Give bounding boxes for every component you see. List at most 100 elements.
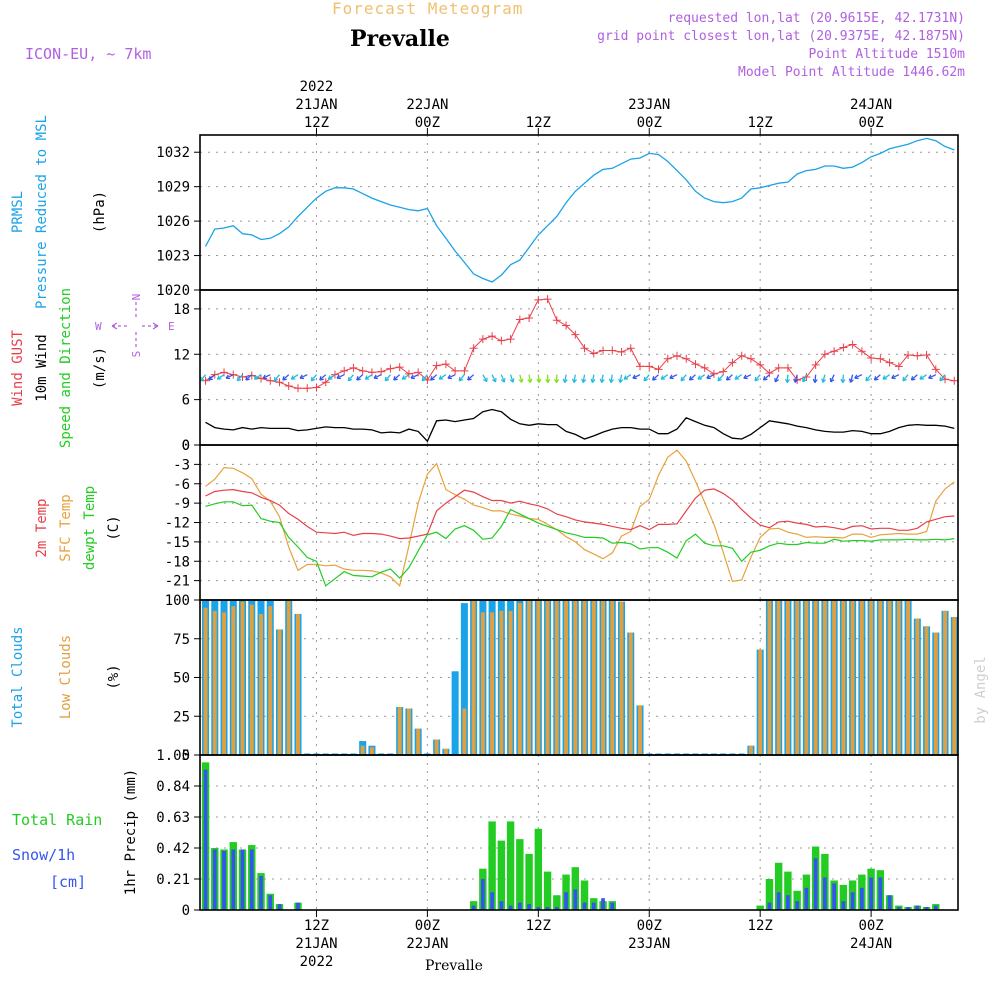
snow-bar xyxy=(924,907,929,910)
low-cloud-bar xyxy=(832,600,837,755)
gust-marker xyxy=(894,362,903,371)
gust-marker xyxy=(293,384,302,393)
wind-arrow xyxy=(643,374,650,382)
snow-bar xyxy=(860,887,864,910)
panel-frame xyxy=(199,134,959,291)
snow-bar xyxy=(564,892,568,910)
wind-arrow-head xyxy=(336,374,342,380)
time-year-top: 2022 xyxy=(300,79,334,95)
wind-arrow-head xyxy=(688,376,694,381)
gust-marker xyxy=(728,358,737,367)
low-cloud-bar xyxy=(610,600,615,755)
rain-bar xyxy=(516,839,524,910)
low-cloud-bar xyxy=(527,600,532,755)
wind-arrow xyxy=(356,374,364,381)
wind-arrow-head xyxy=(410,374,416,380)
rain-bar xyxy=(543,871,552,910)
point-altitude: Point Altitude 1510m xyxy=(808,47,965,62)
snow-bar xyxy=(536,907,541,910)
wind-arrow-head xyxy=(599,378,605,383)
wind-arrow xyxy=(208,374,216,381)
gust-marker xyxy=(266,376,275,385)
gust-marker xyxy=(460,366,469,375)
gust-marker xyxy=(349,363,358,372)
compass-e: E xyxy=(168,320,175,333)
gust-marker xyxy=(497,336,506,345)
low-cloud-bar xyxy=(296,613,300,755)
low-cloud-bar xyxy=(638,705,642,755)
wind-label: 10m Wind xyxy=(34,334,50,401)
wind-arrow xyxy=(632,374,641,379)
wind-arrow-head xyxy=(467,376,472,381)
rain-bar xyxy=(534,828,543,910)
model-name: ICON-EU, ~ 7km xyxy=(25,45,152,63)
wind-arrow xyxy=(814,374,817,383)
y-tick-label: 50 xyxy=(173,671,190,687)
wind-arrow xyxy=(928,374,937,379)
wind-arrow-head xyxy=(902,376,907,382)
gust-marker xyxy=(950,376,959,385)
snow-bar xyxy=(277,904,282,910)
low-cloud-bar xyxy=(795,600,800,755)
time-year-bottom: 2022 xyxy=(300,954,334,970)
wind-arrow-head xyxy=(373,374,379,380)
snow-bar xyxy=(554,907,559,910)
gust-marker xyxy=(885,358,894,367)
gust-marker xyxy=(451,366,460,375)
wind-arrow-head xyxy=(527,378,533,383)
wind-arrow-head xyxy=(784,378,791,384)
low-cloud-bar xyxy=(212,610,217,755)
low-cloud-bar xyxy=(360,745,365,755)
wind-arrow xyxy=(830,374,835,383)
wind-arrow-head xyxy=(774,377,779,383)
wind-arrow-head xyxy=(491,377,497,383)
low-cloud-bar xyxy=(222,612,227,755)
snow-bar xyxy=(786,895,790,910)
gust-marker xyxy=(571,330,580,339)
gust-marker xyxy=(746,354,755,363)
wind-arrow-head xyxy=(347,376,353,382)
wind-arrow xyxy=(482,374,488,382)
time-label-bottom-date: 21JAN xyxy=(295,936,337,952)
gust-marker xyxy=(543,295,552,304)
wind-arrow-head xyxy=(310,376,316,382)
wind-arrow xyxy=(902,374,909,382)
y-tick-label: 0.21 xyxy=(156,872,190,888)
compass-arrowheads xyxy=(111,322,159,330)
gust-marker xyxy=(663,354,672,363)
gust-marker xyxy=(691,360,700,369)
snow-bar xyxy=(591,902,596,910)
y-tick-label: 100 xyxy=(165,593,190,609)
temp-unit-label: (C) xyxy=(106,515,122,540)
snow-bar xyxy=(517,902,522,910)
wind-arrow-head xyxy=(421,376,427,382)
low-cloud-bar xyxy=(203,607,208,755)
low-cloud-bar xyxy=(490,612,495,755)
wind-arrow-head xyxy=(669,374,674,380)
gust-marker xyxy=(774,363,783,372)
y-tick-label: 0.84 xyxy=(156,779,190,795)
time-label-bottom-hour: 00Z xyxy=(415,918,440,934)
low-cloud-bar xyxy=(887,600,892,755)
wind-arrow xyxy=(849,374,854,383)
wind-arrow xyxy=(384,374,391,382)
gust-marker xyxy=(340,366,349,375)
wind-arrow xyxy=(225,374,234,379)
total-cloud-label: Total Clouds xyxy=(10,626,26,727)
time-label-top-hour: 12Z xyxy=(304,115,329,131)
wind-arrow-head xyxy=(483,377,488,383)
wind-arrow-head xyxy=(290,375,296,380)
low-cloud-bar xyxy=(499,610,504,755)
low-cloud-bar xyxy=(471,600,476,755)
y-tick-label: 18 xyxy=(173,302,190,318)
rain-bar xyxy=(793,890,801,910)
rain-bar xyxy=(756,905,764,910)
gust-marker xyxy=(562,321,571,330)
wind-arrow xyxy=(438,374,447,380)
snow-bar xyxy=(804,887,809,910)
snow-bar xyxy=(573,889,578,910)
y-tick-label: 75 xyxy=(173,632,190,648)
wind-arrow-head xyxy=(554,378,560,384)
compass-s: S xyxy=(130,351,143,358)
rain-bar xyxy=(497,840,506,910)
